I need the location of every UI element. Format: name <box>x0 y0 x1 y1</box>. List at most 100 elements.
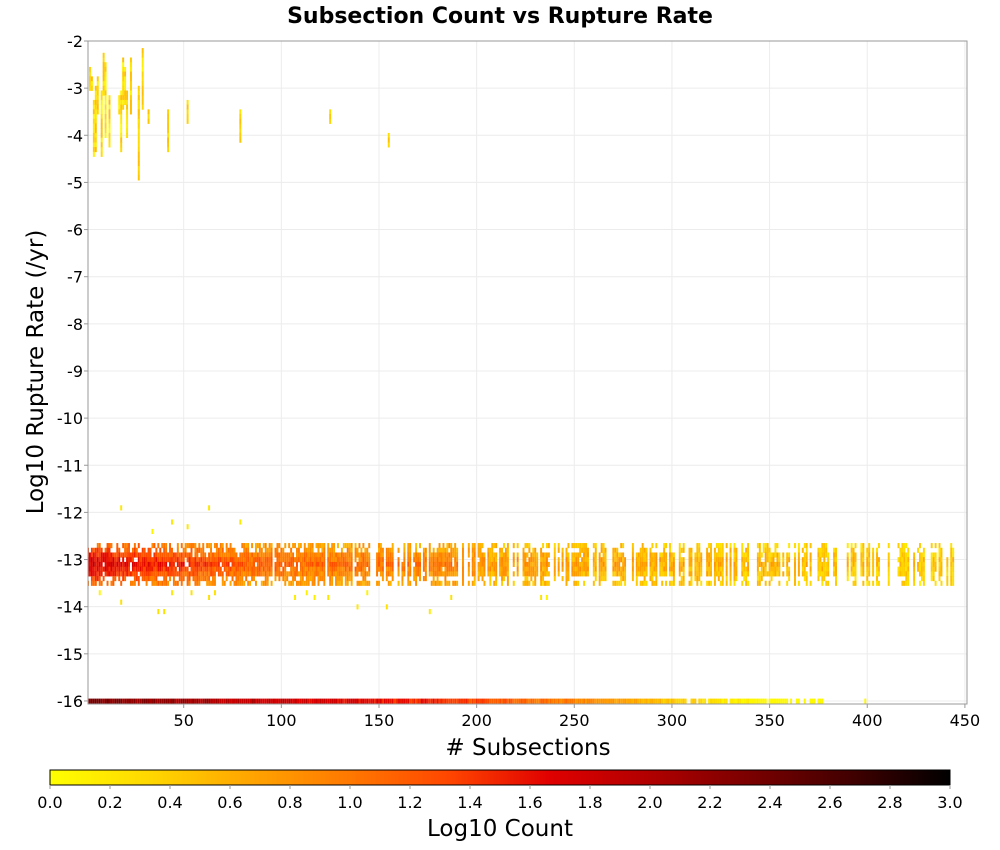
heatmap-cell <box>292 576 295 582</box>
heatmap-cell <box>899 552 902 558</box>
heatmap-cell <box>495 543 498 549</box>
heatmap-cell <box>331 552 334 558</box>
x-tick-label: 350 <box>754 711 785 730</box>
heatmap-cell <box>672 571 675 577</box>
heatmap-cell <box>696 561 699 568</box>
heatmap-cell <box>217 552 220 558</box>
heatmap-cell <box>774 566 777 572</box>
heatmap-cell <box>295 566 298 572</box>
heatmap-cell <box>182 552 185 558</box>
heatmap-cell <box>618 571 621 577</box>
heatmap-cell <box>661 557 664 563</box>
heatmap-cell <box>803 571 806 577</box>
heatmap-cell <box>719 698 722 704</box>
heatmap-cell <box>721 566 724 572</box>
heatmap-cell <box>368 571 371 577</box>
heatmap-cell <box>669 543 671 549</box>
heatmap-cell <box>378 566 380 572</box>
heatmap-cell <box>141 81 144 87</box>
heatmap-cell <box>694 557 697 563</box>
heatmap-cell <box>102 85 105 91</box>
heatmap-cell <box>809 557 812 563</box>
heatmap-cell <box>715 557 718 563</box>
heatmap-cell <box>229 552 232 558</box>
heatmap-cell <box>510 698 513 704</box>
heatmap-cell <box>254 571 257 577</box>
heatmap-cell <box>602 561 605 568</box>
heatmap-cell <box>249 557 252 563</box>
heatmap-cell <box>938 571 941 577</box>
heatmap-cell <box>432 576 435 582</box>
x-tick-label: 200 <box>461 711 492 730</box>
heatmap-cell <box>335 557 338 563</box>
heatmap-cell <box>489 552 492 558</box>
heatmap-cell <box>120 571 123 577</box>
heatmap-cell <box>434 571 437 577</box>
heatmap-cell <box>852 552 855 558</box>
heatmap-cell <box>407 566 410 572</box>
heatmap-cell <box>544 698 546 704</box>
heatmap-cell <box>122 543 125 549</box>
heatmap-cell <box>331 543 334 549</box>
heatmap-cell <box>239 132 242 139</box>
heatmap-cell <box>94 698 97 704</box>
heatmap-cell <box>428 557 431 563</box>
heatmap-cell <box>452 552 455 558</box>
heatmap-cell <box>850 557 853 563</box>
heatmap-cell <box>249 566 252 572</box>
colorbar-tick-label: 0.4 <box>157 793 182 812</box>
heatmap-cell <box>235 576 238 582</box>
heatmap-cell <box>784 698 787 704</box>
heatmap-cell <box>139 552 142 558</box>
heatmap-cell <box>456 571 459 577</box>
heatmap-cell <box>379 547 382 553</box>
heatmap-cell <box>229 566 232 572</box>
heatmap-cell <box>264 580 267 586</box>
heatmap-cell <box>350 561 353 568</box>
heatmap-cell <box>108 104 111 110</box>
heatmap-cell <box>637 571 640 577</box>
heatmap-cell <box>708 557 711 563</box>
heatmap-cell <box>413 576 416 582</box>
heatmap-cell <box>401 580 404 586</box>
heatmap-cell <box>444 580 447 586</box>
heatmap-cell <box>338 561 341 568</box>
heatmap-cell <box>586 698 589 704</box>
heatmap-cell <box>862 561 865 568</box>
heatmap-cell <box>155 557 158 563</box>
heatmap-cell <box>940 547 943 553</box>
heatmap-cell <box>192 557 195 563</box>
heatmap-cell <box>278 566 281 572</box>
heatmap-cell <box>323 543 326 549</box>
heatmap-cell <box>92 566 95 572</box>
heatmap-cell <box>508 698 511 704</box>
heatmap-cell <box>118 104 121 110</box>
heatmap-cell <box>735 576 738 582</box>
heatmap-cell <box>612 580 615 586</box>
heatmap-cell <box>934 580 937 586</box>
heatmap-cell <box>122 95 125 101</box>
heatmap-cell <box>268 547 271 553</box>
heatmap-cell <box>344 552 347 558</box>
heatmap-cell <box>940 561 943 568</box>
heatmap-cell <box>614 571 617 577</box>
heatmap-cell <box>524 576 527 582</box>
heatmap-cell <box>526 543 529 549</box>
heatmap-cell <box>94 118 97 124</box>
heatmap-cell <box>268 552 271 558</box>
heatmap-cell <box>163 609 166 615</box>
heatmap-cell <box>512 557 515 563</box>
heatmap-cell <box>102 52 105 58</box>
heatmap-cell <box>92 99 95 106</box>
heatmap-cell <box>604 547 607 553</box>
heatmap-cell <box>297 557 300 563</box>
heatmap-cell <box>719 547 722 553</box>
heatmap-cell <box>917 561 920 568</box>
heatmap-cell <box>241 576 244 582</box>
heatmap-cell <box>294 557 296 563</box>
heatmap-cell <box>819 571 822 577</box>
heatmap-cell <box>817 698 820 704</box>
heatmap-cell <box>684 698 687 704</box>
heatmap-cell <box>678 566 681 572</box>
heatmap-cell <box>532 561 535 568</box>
